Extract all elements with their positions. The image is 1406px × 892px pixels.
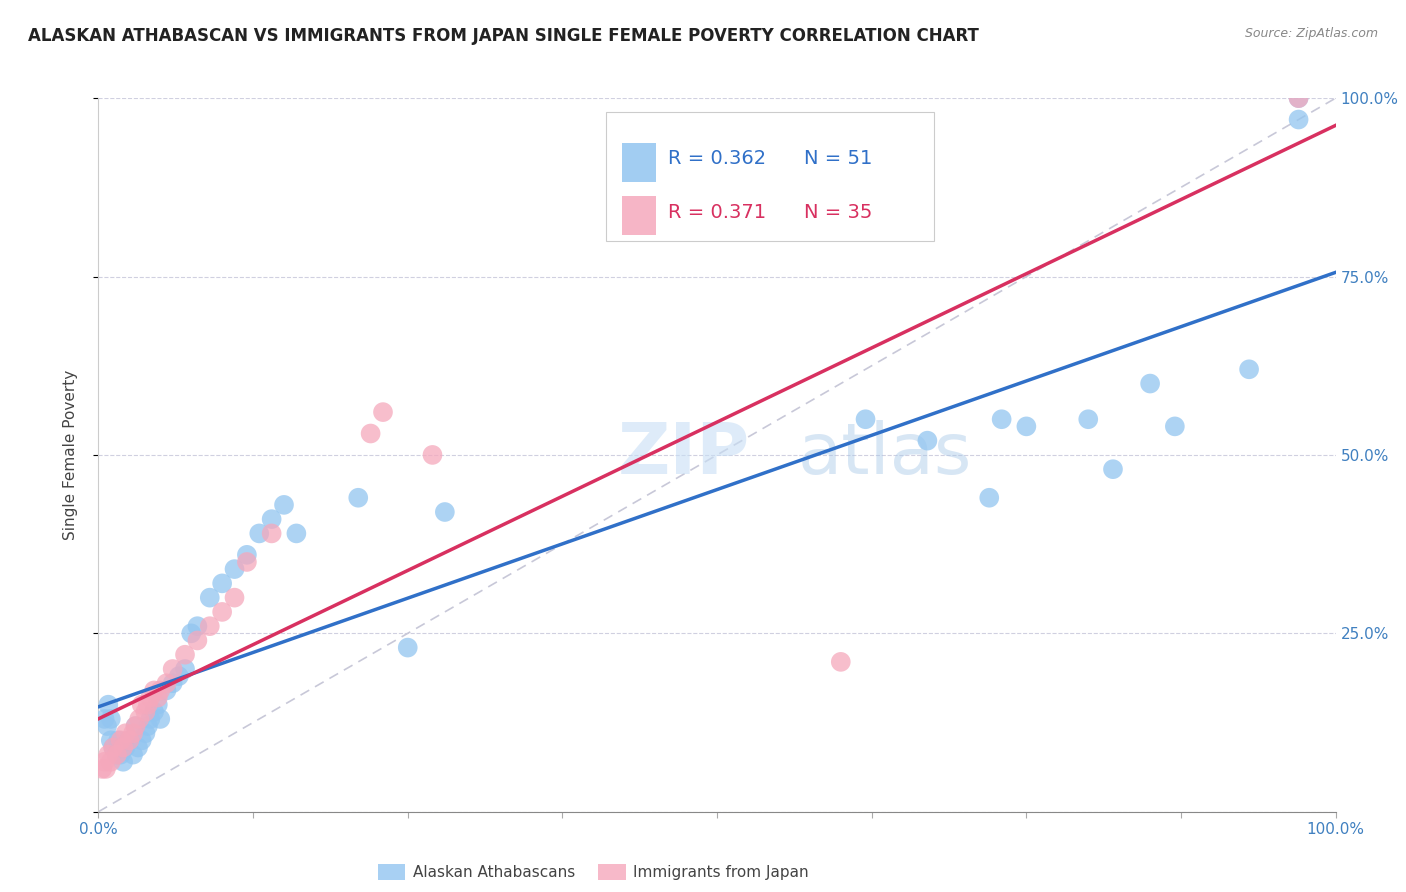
- Immigrants from Japan: [122, 726, 145, 740]
- Alaskan Athabascans: [96, 719, 118, 733]
- Alaskan Athabascans: [134, 726, 156, 740]
- Alaskan Athabascans: [93, 712, 115, 726]
- Text: Source: ZipAtlas.com: Source: ZipAtlas.com: [1244, 27, 1378, 40]
- Immigrants from Japan: [236, 555, 259, 569]
- Alaskan Athabascans: [260, 512, 283, 526]
- Alaskan Athabascans: [146, 698, 169, 712]
- Alaskan Athabascans: [211, 576, 233, 591]
- Immigrants from Japan: [114, 726, 136, 740]
- Immigrants from Japan: [162, 662, 184, 676]
- Alaskan Athabascans: [347, 491, 370, 505]
- Alaskan Athabascans: [105, 747, 128, 762]
- Immigrants from Japan: [93, 755, 115, 769]
- Alaskan Athabascans: [247, 526, 270, 541]
- Immigrants from Japan: [146, 690, 169, 705]
- Text: N = 51: N = 51: [804, 149, 872, 169]
- Immigrants from Japan: [1288, 91, 1310, 105]
- Immigrants from Japan: [131, 698, 153, 712]
- Text: ALASKAN ATHABASCAN VS IMMIGRANTS FROM JAPAN SINGLE FEMALE POVERTY CORRELATION CH: ALASKAN ATHABASCAN VS IMMIGRANTS FROM JA…: [28, 27, 979, 45]
- Immigrants from Japan: [211, 605, 233, 619]
- Alaskan Athabascans: [1139, 376, 1161, 391]
- Alaskan Athabascans: [1237, 362, 1260, 376]
- Immigrants from Japan: [136, 698, 159, 712]
- Alaskan Athabascans: [273, 498, 295, 512]
- Alaskan Athabascans: [103, 740, 125, 755]
- Alaskan Athabascans: [1164, 419, 1187, 434]
- Bar: [621, 196, 657, 235]
- Alaskan Athabascans: [285, 526, 308, 541]
- Immigrants from Japan: [360, 426, 382, 441]
- Alaskan Athabascans: [1015, 419, 1038, 434]
- Immigrants from Japan: [186, 633, 208, 648]
- Alaskan Athabascans: [1102, 462, 1125, 476]
- Immigrants from Japan: [134, 705, 156, 719]
- Text: R = 0.362: R = 0.362: [668, 149, 766, 169]
- Text: atlas: atlas: [797, 420, 972, 490]
- Immigrants from Japan: [97, 747, 120, 762]
- Alaskan Athabascans: [114, 740, 136, 755]
- Immigrants from Japan: [112, 740, 135, 755]
- Alaskan Athabascans: [143, 705, 166, 719]
- Alaskan Athabascans: [100, 712, 122, 726]
- Immigrants from Japan: [260, 526, 283, 541]
- Alaskan Athabascans: [97, 698, 120, 712]
- Immigrants from Japan: [128, 712, 150, 726]
- Immigrants from Japan: [100, 755, 122, 769]
- FancyBboxPatch shape: [606, 112, 934, 241]
- Alaskan Athabascans: [1288, 91, 1310, 105]
- Alaskan Athabascans: [979, 491, 1001, 505]
- Alaskan Athabascans: [1288, 112, 1310, 127]
- Alaskan Athabascans: [155, 683, 177, 698]
- Immigrants from Japan: [94, 762, 117, 776]
- Immigrants from Japan: [118, 733, 141, 747]
- Alaskan Athabascans: [107, 733, 129, 747]
- Alaskan Athabascans: [198, 591, 221, 605]
- Alaskan Athabascans: [180, 626, 202, 640]
- Alaskan Athabascans: [124, 719, 146, 733]
- Immigrants from Japan: [174, 648, 197, 662]
- Immigrants from Japan: [105, 747, 128, 762]
- Alaskan Athabascans: [186, 619, 208, 633]
- Alaskan Athabascans: [396, 640, 419, 655]
- Immigrants from Japan: [830, 655, 852, 669]
- Immigrants from Japan: [422, 448, 444, 462]
- Immigrants from Japan: [103, 740, 125, 755]
- Alaskan Athabascans: [224, 562, 246, 576]
- Immigrants from Japan: [371, 405, 394, 419]
- Legend: Alaskan Athabascans, Immigrants from Japan: Alaskan Athabascans, Immigrants from Jap…: [371, 858, 815, 886]
- Alaskan Athabascans: [100, 733, 122, 747]
- Alaskan Athabascans: [110, 747, 132, 762]
- Text: N = 35: N = 35: [804, 202, 872, 222]
- Alaskan Athabascans: [990, 412, 1012, 426]
- Immigrants from Japan: [143, 683, 166, 698]
- Immigrants from Japan: [110, 733, 132, 747]
- Alaskan Athabascans: [127, 740, 149, 755]
- Immigrants from Japan: [149, 683, 172, 698]
- Immigrants from Japan: [155, 676, 177, 690]
- Alaskan Athabascans: [112, 755, 135, 769]
- Immigrants from Japan: [91, 762, 114, 776]
- Alaskan Athabascans: [139, 712, 162, 726]
- Alaskan Athabascans: [162, 676, 184, 690]
- Alaskan Athabascans: [855, 412, 877, 426]
- Immigrants from Japan: [139, 690, 162, 705]
- Immigrants from Japan: [224, 591, 246, 605]
- Text: R = 0.371: R = 0.371: [668, 202, 766, 222]
- Alaskan Athabascans: [917, 434, 939, 448]
- Alaskan Athabascans: [118, 733, 141, 747]
- Y-axis label: Single Female Poverty: Single Female Poverty: [63, 370, 77, 540]
- Alaskan Athabascans: [236, 548, 259, 562]
- Immigrants from Japan: [124, 719, 146, 733]
- Alaskan Athabascans: [131, 733, 153, 747]
- Alaskan Athabascans: [149, 712, 172, 726]
- Alaskan Athabascans: [174, 662, 197, 676]
- Alaskan Athabascans: [136, 719, 159, 733]
- Alaskan Athabascans: [1077, 412, 1099, 426]
- Alaskan Athabascans: [122, 747, 145, 762]
- Text: ZIP: ZIP: [619, 420, 751, 490]
- Alaskan Athabascans: [167, 669, 190, 683]
- Immigrants from Japan: [198, 619, 221, 633]
- Alaskan Athabascans: [433, 505, 456, 519]
- Bar: [621, 143, 657, 182]
